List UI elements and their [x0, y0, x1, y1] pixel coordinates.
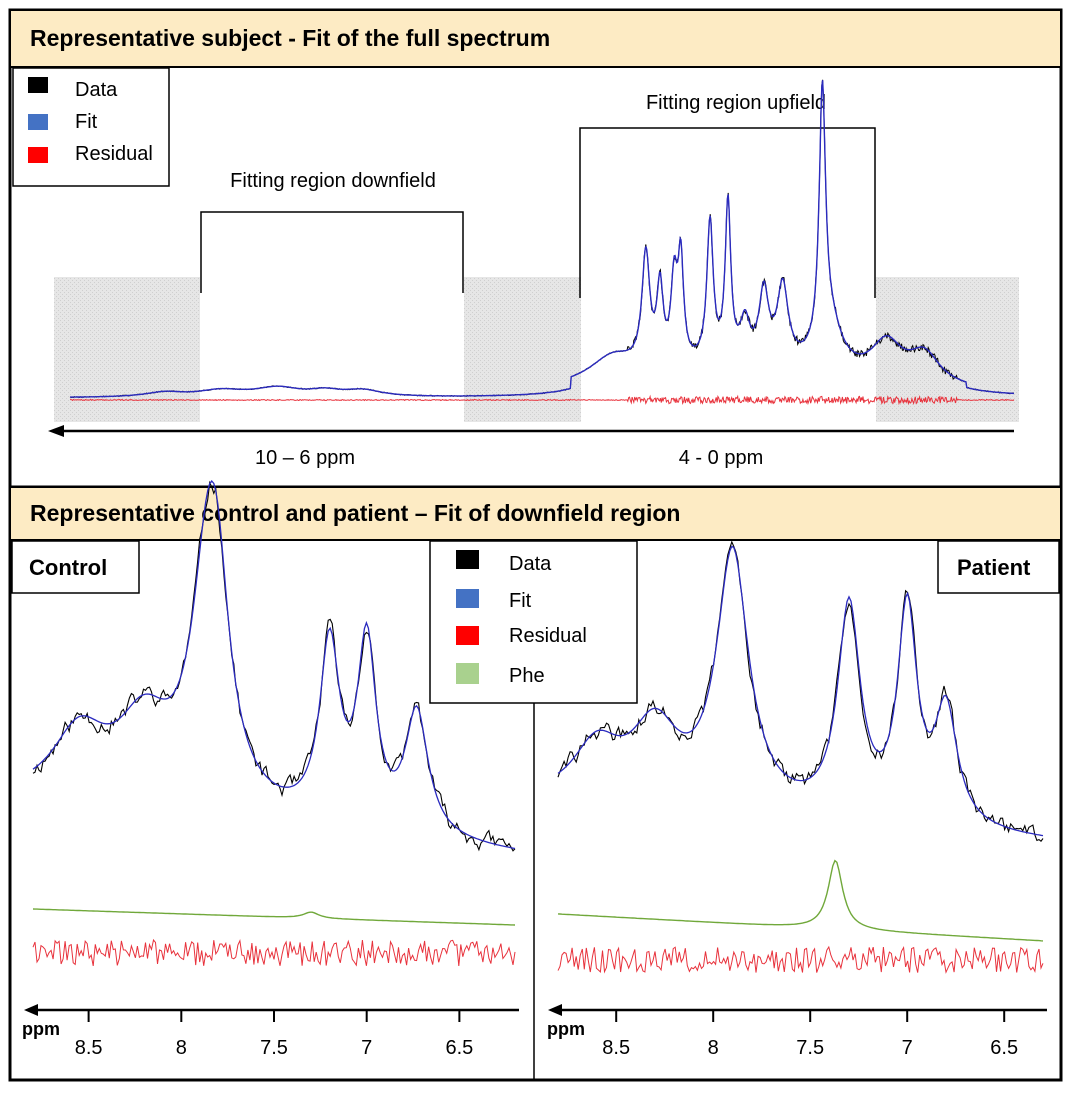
control-label-box: [11, 540, 140, 594]
control-label: Control: [29, 555, 107, 580]
top-spectrum-plot: [69, 79, 1015, 406]
legend2-swatch-data: [456, 550, 479, 569]
top-residual-line: [70, 394, 1015, 406]
control-tick-label: 8.5: [75, 1037, 103, 1059]
legend2-swatch-residual: [456, 626, 479, 645]
patient-tick-label: 8: [708, 1037, 719, 1059]
bottom-panel-title: Representative control and patient – Fit…: [30, 500, 680, 526]
bracket-downfield: [200, 211, 464, 293]
control-residual-line: [32, 938, 516, 967]
legend-swatch-fit: [28, 114, 48, 130]
axis-label-upfield: 4 - 0 ppm: [679, 447, 763, 469]
top-axis-arrowhead: [48, 425, 64, 437]
patient-spectrum-plot: 8.5 8 7.5 7 6.5: [548, 540, 1047, 1059]
patient-tick-label: 7.5: [796, 1037, 824, 1059]
top-fit-line: [70, 80, 1014, 398]
control-spectrum-plot: 8.5 8 7.5 7 6.5: [24, 479, 519, 1059]
top-panel-title: Representative subject - Fit of the full…: [30, 25, 550, 51]
control-tick-label: 7: [361, 1037, 372, 1059]
bottom-legend: Data Fit Residual Phe: [429, 540, 638, 704]
legend-label-data: Data: [75, 79, 118, 101]
patient-axis-arrowhead: [548, 1004, 562, 1016]
legend2-label-data: Data: [509, 553, 552, 575]
control-fit-line: [32, 479, 516, 850]
legend-swatch-residual: [28, 147, 48, 163]
patient-tick-label: 6.5: [990, 1037, 1018, 1059]
control-tick-label: 6.5: [445, 1037, 473, 1059]
patient-label: Patient: [957, 555, 1031, 580]
top-legend: Data Fit Residual: [12, 67, 170, 187]
bottom-panel-header: [11, 488, 1060, 539]
axis-label-downfield: 10 – 6 ppm: [255, 447, 355, 469]
excluded-region-left: [54, 277, 200, 422]
excluded-region-middle: [464, 277, 581, 422]
patient-residual-line: [557, 945, 1044, 974]
control-tick-label: 7.5: [260, 1037, 288, 1059]
patient-phe-line: [557, 859, 1044, 942]
patient-tick-label: 8.5: [602, 1037, 630, 1059]
control-phe-line: [32, 908, 516, 926]
bracket-upfield: [579, 127, 876, 298]
control-ppm-label: ppm: [22, 1019, 60, 1039]
legend-swatch-data: [28, 77, 48, 93]
region-downfield-label: Fitting region downfield: [230, 170, 436, 192]
legend2-label-fit: Fit: [509, 590, 532, 612]
top-panel-header: [11, 11, 1060, 66]
control-tick-label: 8: [176, 1037, 187, 1059]
region-upfield-label: Fitting region upfield: [646, 92, 826, 114]
legend2-label-residual: Residual: [509, 625, 587, 647]
legend-label-fit: Fit: [75, 111, 98, 133]
patient-ppm-label: ppm: [547, 1019, 585, 1039]
excluded-region-right: [876, 277, 1019, 422]
legend2-label-phe: Phe: [509, 665, 545, 687]
patient-tick-label: 7: [902, 1037, 913, 1059]
legend-label-residual: Residual: [75, 143, 153, 165]
legend2-swatch-fit: [456, 589, 479, 608]
control-axis-arrowhead: [24, 1004, 38, 1016]
patient-label-box: [937, 540, 1060, 594]
patient-fit-line: [557, 545, 1044, 837]
legend2-swatch-phe: [456, 663, 479, 684]
